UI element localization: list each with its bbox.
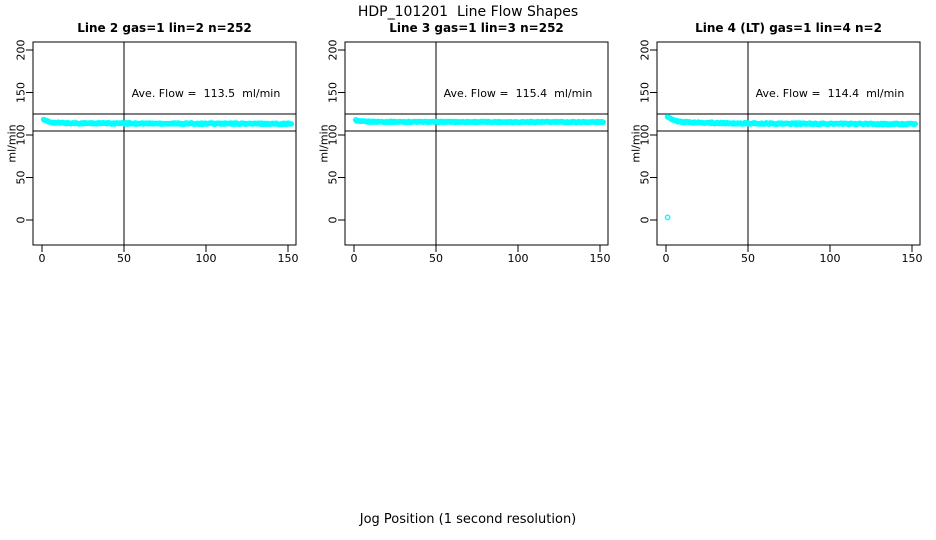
panel-1-y-axis-label: ml/min bbox=[5, 124, 19, 163]
svg-text:150: 150 bbox=[639, 82, 652, 103]
svg-text:200: 200 bbox=[15, 40, 28, 61]
svg-text:100: 100 bbox=[820, 252, 841, 265]
figure-title: HDP_101201 Line Flow Shapes bbox=[357, 4, 579, 20]
outer-x-axis-label: Jog Position (1 second resolution) bbox=[359, 512, 577, 527]
panel-1-ave-flow-annotation: Ave. Flow = 113.5 ml/min bbox=[131, 87, 281, 100]
svg-text:150: 150 bbox=[902, 252, 923, 265]
svg-text:0: 0 bbox=[663, 252, 670, 265]
svg-text:200: 200 bbox=[639, 40, 652, 61]
svg-text:200: 200 bbox=[327, 40, 340, 61]
svg-text:50: 50 bbox=[639, 171, 652, 185]
svg-text:150: 150 bbox=[278, 252, 299, 265]
svg-text:150: 150 bbox=[590, 252, 611, 265]
svg-text:100: 100 bbox=[639, 125, 652, 146]
svg-text:50: 50 bbox=[327, 171, 340, 185]
svg-text:100: 100 bbox=[15, 125, 28, 146]
panel-3-plot: 0 50 100 150 200 0 50 100 150 bbox=[639, 40, 923, 266]
svg-text:100: 100 bbox=[196, 252, 217, 265]
svg-text:0: 0 bbox=[327, 217, 340, 224]
svg-text:0: 0 bbox=[639, 217, 652, 224]
svg-text:150: 150 bbox=[15, 82, 28, 103]
svg-text:50: 50 bbox=[429, 252, 443, 265]
svg-text:0: 0 bbox=[39, 252, 46, 265]
panel-3-ave-flow-annotation: Ave. Flow = 114.4 ml/min bbox=[755, 87, 905, 100]
svg-text:0: 0 bbox=[351, 252, 358, 265]
svg-text:50: 50 bbox=[15, 171, 28, 185]
panel-2-ave-flow-annotation: Ave. Flow = 115.4 ml/min bbox=[443, 87, 593, 100]
panel-2-title: Line 3 gas=1 lin=3 n=252 bbox=[389, 21, 564, 35]
panel-2-y-axis-label: ml/min bbox=[317, 124, 331, 163]
panel-3-title: Line 4 (LT) gas=1 lin=4 n=2 bbox=[695, 21, 882, 35]
svg-text:0: 0 bbox=[15, 217, 28, 224]
panel-2-plot: 0 50 100 150 200 0 50 100 150 bbox=[327, 40, 611, 266]
svg-text:150: 150 bbox=[327, 82, 340, 103]
svg-text:50: 50 bbox=[741, 252, 755, 265]
panel-1-title: Line 2 gas=1 lin=2 n=252 bbox=[77, 21, 252, 35]
panel-1-plot: 0 50 100 150 200 0 50 100 150 bbox=[15, 40, 299, 266]
svg-text:100: 100 bbox=[508, 252, 529, 265]
svg-text:50: 50 bbox=[117, 252, 131, 265]
panel-3-y-axis-label: ml/min bbox=[629, 124, 643, 163]
svg-text:100: 100 bbox=[327, 125, 340, 146]
